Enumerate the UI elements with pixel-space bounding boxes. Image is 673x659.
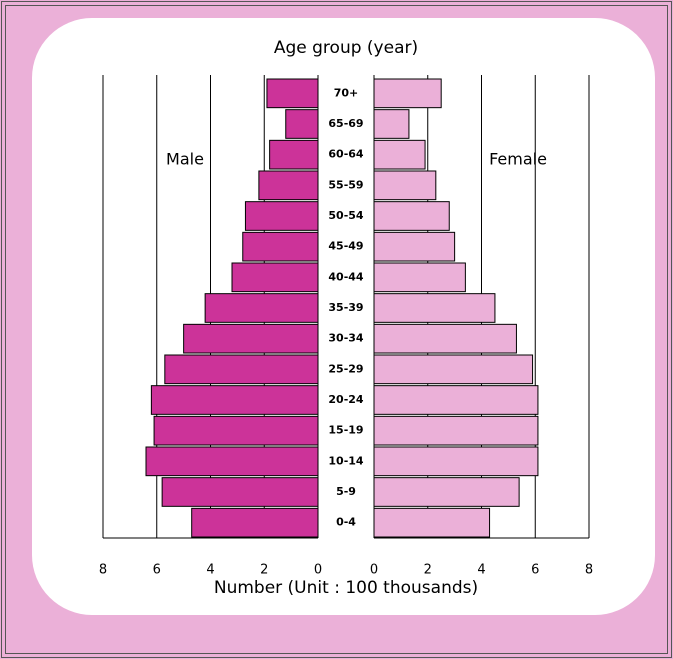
bar: [183, 323, 319, 354]
bar: [373, 477, 520, 507]
inner-frame: [5, 5, 668, 654]
bar: [204, 293, 319, 323]
category-label: 20-24: [328, 393, 364, 406]
bar: [266, 78, 319, 109]
chart-title: Age group (year): [274, 38, 418, 58]
x-tick-label: 4: [477, 563, 485, 578]
bar: [373, 170, 437, 201]
category-label: 50-54: [328, 209, 364, 222]
category-label: 45-49: [328, 240, 363, 253]
x-tick-label: 0: [370, 563, 378, 578]
category-label: 65-69: [328, 117, 363, 130]
bar: [373, 354, 534, 385]
series-label: Female: [489, 150, 547, 169]
category-label: 10-14: [328, 454, 364, 467]
bar: [285, 109, 319, 139]
bar: [191, 507, 319, 538]
bar: [258, 170, 319, 201]
category-label: 60-64: [328, 148, 364, 161]
bar: [373, 139, 426, 170]
x-tick-label: 4: [206, 563, 214, 578]
x-tick-label: 8: [585, 563, 593, 578]
bar: [164, 354, 319, 385]
category-label: 15-19: [328, 424, 363, 437]
category-label: 0-4: [336, 516, 356, 529]
category-label: 5-9: [336, 485, 356, 498]
category-label: 55-59: [328, 178, 363, 191]
x-axis-label: Number (Unit : 100 thousands): [214, 578, 478, 598]
bar: [145, 446, 319, 477]
x-tick-label: 0: [314, 563, 322, 578]
bar: [373, 293, 496, 323]
bar: [269, 139, 319, 170]
series-label: Male: [166, 150, 204, 169]
category-label: 70+: [334, 86, 359, 99]
category-label: 40-44: [328, 270, 364, 283]
bar: [244, 201, 319, 231]
x-tick-label: 6: [531, 563, 539, 578]
bar: [242, 231, 319, 262]
bar: [373, 109, 410, 139]
bar: [231, 262, 319, 293]
bar: [161, 477, 319, 507]
bar: [373, 262, 466, 293]
bar: [373, 507, 491, 538]
x-tick-label: 2: [260, 563, 268, 578]
bar: [373, 446, 539, 477]
x-tick-label: 2: [424, 563, 432, 578]
category-label: 25-29: [328, 362, 363, 375]
bar: [373, 415, 539, 446]
bar: [373, 231, 456, 262]
bar: [150, 385, 319, 415]
bar: [373, 201, 450, 231]
category-label: 30-34: [328, 332, 364, 345]
bar: [373, 323, 517, 354]
bar: [373, 78, 442, 109]
x-tick-label: 6: [153, 563, 161, 578]
x-tick-label: 8: [99, 563, 107, 578]
bar: [373, 385, 539, 415]
category-label: 35-39: [328, 301, 363, 314]
bar: [153, 415, 319, 446]
